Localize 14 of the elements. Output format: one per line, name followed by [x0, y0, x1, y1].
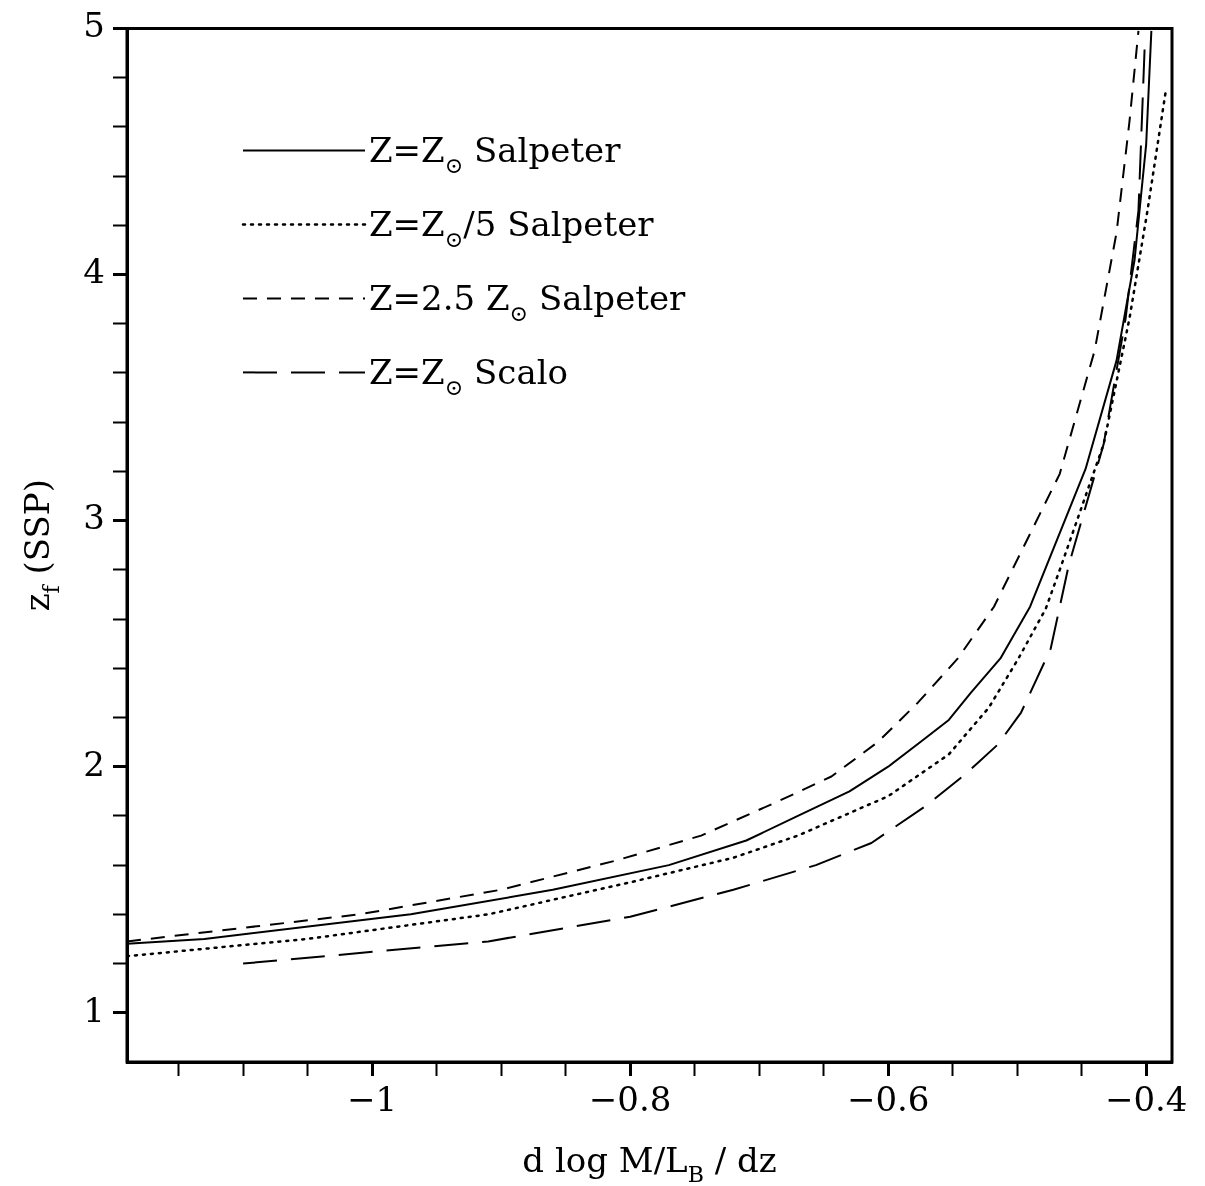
legend-label: Z=Z⊙ Salpeter — [369, 130, 622, 178]
y-tick-label: 1 — [83, 989, 105, 1030]
legend-label: Z=2.5 Z⊙ Salpeter — [369, 278, 687, 326]
y-tick-label: 5 — [83, 5, 105, 46]
x-tick-label: −0.8 — [588, 1079, 672, 1120]
y-tick-label: 3 — [83, 497, 105, 538]
y-tick-label: 4 — [83, 251, 105, 292]
x-tick-label: −0.6 — [846, 1079, 930, 1120]
y-tick-label: 2 — [83, 743, 105, 784]
y-axis-title: zf (SSP) — [17, 479, 65, 612]
legend-label: Z=Z⊙/5 Salpeter — [369, 204, 655, 252]
x-tick-label: −0.4 — [1104, 1079, 1188, 1120]
legend-label: Z=Z⊙ Scalo — [369, 352, 569, 400]
x-tick-label: −1 — [347, 1079, 398, 1120]
